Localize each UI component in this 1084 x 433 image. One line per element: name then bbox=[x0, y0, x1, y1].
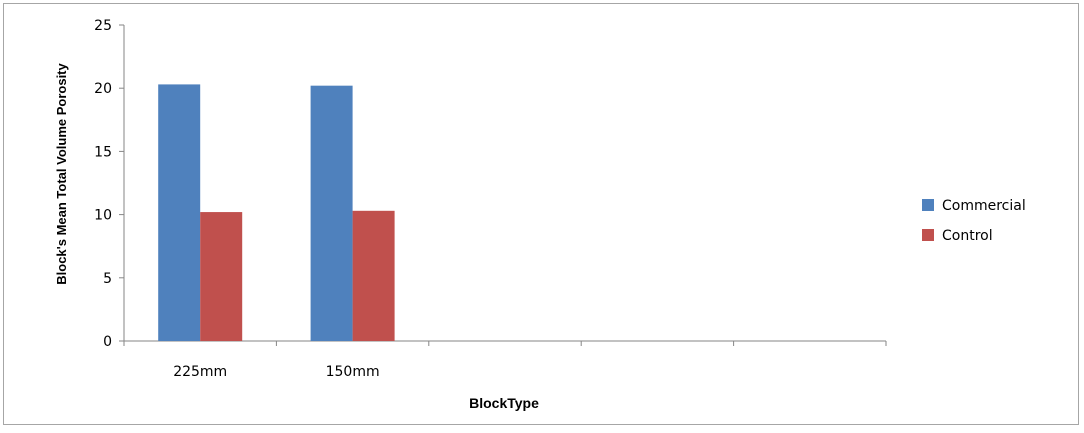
y-tick-label: 15 bbox=[94, 144, 112, 160]
bar-control-225mm bbox=[200, 212, 243, 341]
legend-label-commercial: Commercial bbox=[942, 198, 1026, 214]
bar-control-150mm bbox=[352, 210, 395, 341]
y-tick-label: 10 bbox=[94, 208, 112, 224]
y-axis-title: Block's Mean Total Volume Porosity bbox=[54, 62, 69, 284]
category-label: 150mm bbox=[326, 364, 380, 380]
bar-commercial-225mm bbox=[158, 84, 201, 342]
category-label: 225mm bbox=[173, 364, 227, 380]
legend-swatch-control bbox=[922, 229, 934, 241]
legend-swatch-commercial bbox=[922, 199, 934, 211]
bar-chart: 0 5 10 15 20 25 225mm 150mm BlockType Block's … bbox=[54, 18, 1026, 411]
category-labels: 225mm 150mm bbox=[123, 341, 887, 380]
legend-label-control: Control bbox=[942, 228, 993, 244]
legend: Commercial Control bbox=[922, 198, 1026, 244]
chart-frame: 0 5 10 15 20 25 225mm 150mm BlockType Block's … bbox=[3, 3, 1079, 425]
bar-commercial-150mm bbox=[310, 85, 353, 341]
bars bbox=[158, 84, 395, 342]
y-tick-label: 20 bbox=[94, 81, 112, 97]
y-tick-label: 5 bbox=[103, 271, 112, 287]
y-tick-label: 0 bbox=[103, 334, 112, 350]
x-axis-title: BlockType bbox=[469, 395, 539, 411]
y-tick-label: 25 bbox=[94, 18, 112, 34]
y-axis-ticks: 0 5 10 15 20 25 bbox=[94, 18, 124, 350]
